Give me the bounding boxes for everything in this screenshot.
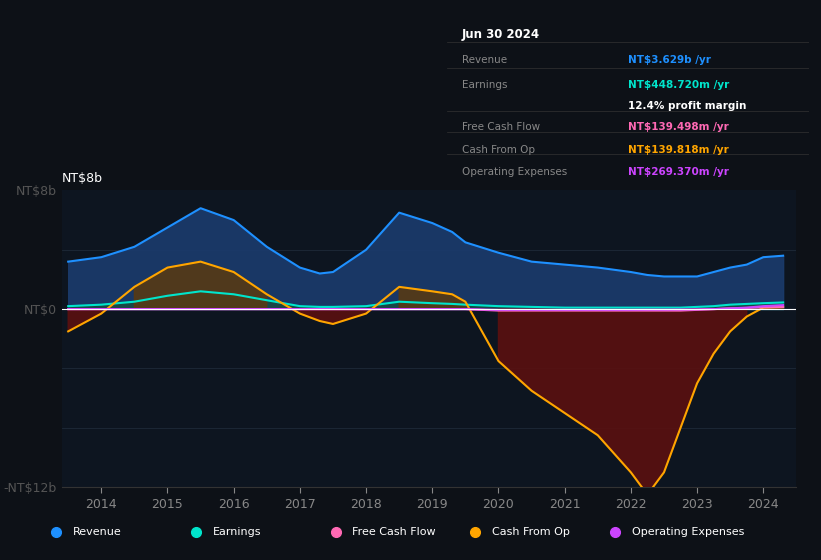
Text: NT$139.498m /yr: NT$139.498m /yr — [628, 122, 729, 132]
Text: Operating Expenses: Operating Expenses — [631, 527, 744, 537]
Text: Earnings: Earnings — [462, 80, 507, 90]
Text: NT$3.629b /yr: NT$3.629b /yr — [628, 55, 711, 66]
Text: Earnings: Earnings — [213, 527, 261, 537]
Text: NT$269.370m /yr: NT$269.370m /yr — [628, 167, 729, 178]
Text: Revenue: Revenue — [462, 55, 507, 66]
Text: Cash From Op: Cash From Op — [492, 527, 570, 537]
Text: Operating Expenses: Operating Expenses — [462, 167, 567, 178]
Text: Revenue: Revenue — [73, 527, 122, 537]
Text: NT$139.818m /yr: NT$139.818m /yr — [628, 144, 729, 155]
Text: 12.4% profit margin: 12.4% profit margin — [628, 101, 746, 111]
Text: Cash From Op: Cash From Op — [462, 144, 535, 155]
Text: NT$448.720m /yr: NT$448.720m /yr — [628, 80, 729, 90]
Text: Jun 30 2024: Jun 30 2024 — [462, 27, 540, 41]
Text: Free Cash Flow: Free Cash Flow — [462, 122, 540, 132]
Text: Free Cash Flow: Free Cash Flow — [352, 527, 436, 537]
Text: NT$8b: NT$8b — [62, 172, 103, 185]
